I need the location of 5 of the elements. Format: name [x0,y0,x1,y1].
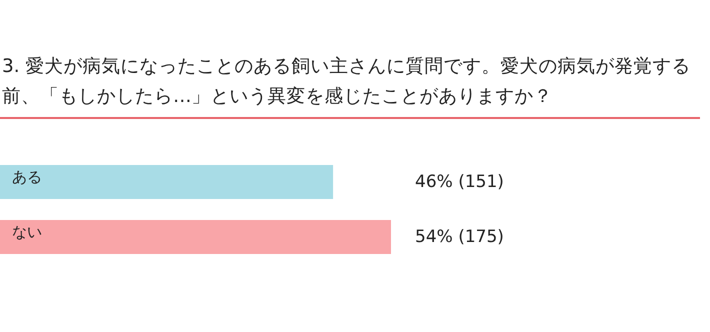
chart-title: 3. 愛犬が病気になったことのある飼い主さんに質問です。愛犬の病気が発覚する前、「もしかしたら…」という異変を感じたことがありますか？ [0,52,700,119]
data-label: 54% (175) [415,226,504,247]
data-label: 46% (151) [415,172,504,192]
y-tick-label: ある [12,168,42,186]
y-tick-label: ない [12,222,42,241]
